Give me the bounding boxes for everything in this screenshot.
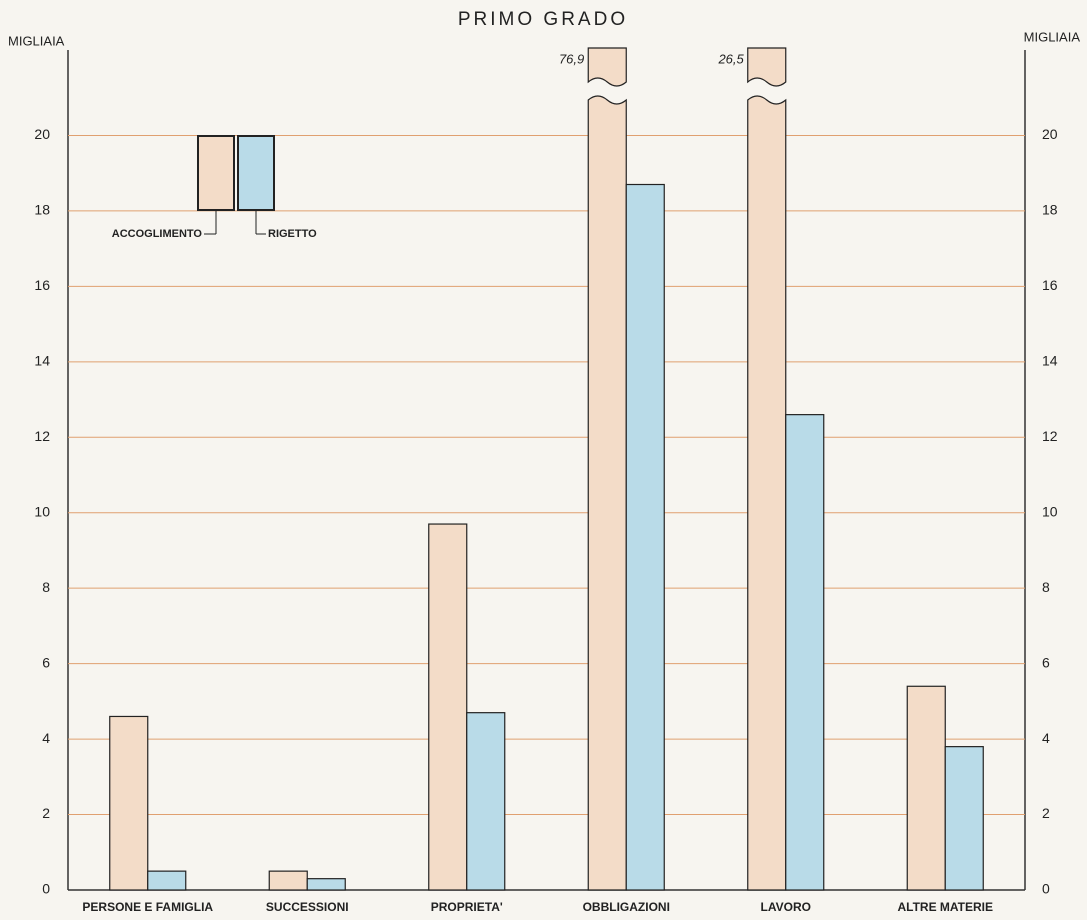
bar — [587, 95, 627, 891]
legend-swatch — [197, 135, 235, 211]
y2-tick-label: 6 — [1042, 654, 1050, 670]
y2-tick-label: 16 — [1042, 277, 1058, 293]
y-tick-label: 4 — [42, 730, 50, 746]
x-tick-label: SUCCESSIONI — [266, 900, 349, 914]
y-tick-label: 18 — [34, 202, 50, 218]
bar — [466, 712, 506, 891]
y2-tick-label: 2 — [1042, 805, 1050, 821]
bar-cap — [587, 47, 627, 87]
y2-tick-label: 0 — [1042, 881, 1050, 897]
bar — [747, 95, 787, 891]
y-tick-label: 6 — [42, 654, 50, 670]
y-tick-label: 16 — [34, 277, 50, 293]
y2-tick-label: 8 — [1042, 579, 1050, 595]
x-tick-label: OBBLIGAZIONI — [583, 900, 670, 914]
bar — [428, 523, 468, 891]
y-tick-label: 14 — [34, 353, 50, 369]
y-tick-label: 20 — [34, 126, 50, 142]
legend-swatch — [237, 135, 275, 211]
y2-tick-label: 4 — [1042, 730, 1050, 746]
value-label: 26,5 — [717, 51, 744, 66]
bar — [906, 685, 946, 891]
bar — [625, 183, 665, 891]
bar — [944, 746, 984, 891]
y-tick-label: 12 — [34, 428, 50, 444]
y-tick-label: 2 — [42, 805, 50, 821]
x-tick-label: PROPRIETA' — [431, 900, 503, 914]
bar — [785, 414, 825, 891]
y2-axis-label: MIGLIAIA — [1024, 29, 1081, 44]
y2-tick-label: 18 — [1042, 202, 1058, 218]
x-tick-label: LAVORO — [761, 900, 811, 914]
bar — [109, 715, 149, 891]
value-label: 76,9 — [559, 51, 584, 66]
y-tick-label: 10 — [34, 503, 50, 519]
y2-tick-label: 14 — [1042, 353, 1058, 369]
legend-label: RIGETTO — [268, 228, 317, 240]
y-axis-label: MIGLIAIA — [8, 33, 65, 48]
x-tick-label: PERSONE E FAMIGLIA — [82, 900, 213, 914]
y2-tick-label: 10 — [1042, 503, 1058, 519]
bar — [147, 870, 187, 891]
y2-tick-label: 20 — [1042, 126, 1058, 142]
legend-label: ACCOGLIMENTO — [112, 228, 203, 240]
y-tick-label: 8 — [42, 579, 50, 595]
bar — [268, 870, 308, 891]
x-tick-label: ALTRE MATERIE — [897, 900, 993, 914]
bar — [306, 878, 346, 891]
chart-title: PRIMO GRADO — [458, 9, 628, 30]
y2-tick-label: 12 — [1042, 428, 1058, 444]
bar-cap — [747, 47, 787, 87]
y-tick-label: 0 — [42, 881, 50, 897]
